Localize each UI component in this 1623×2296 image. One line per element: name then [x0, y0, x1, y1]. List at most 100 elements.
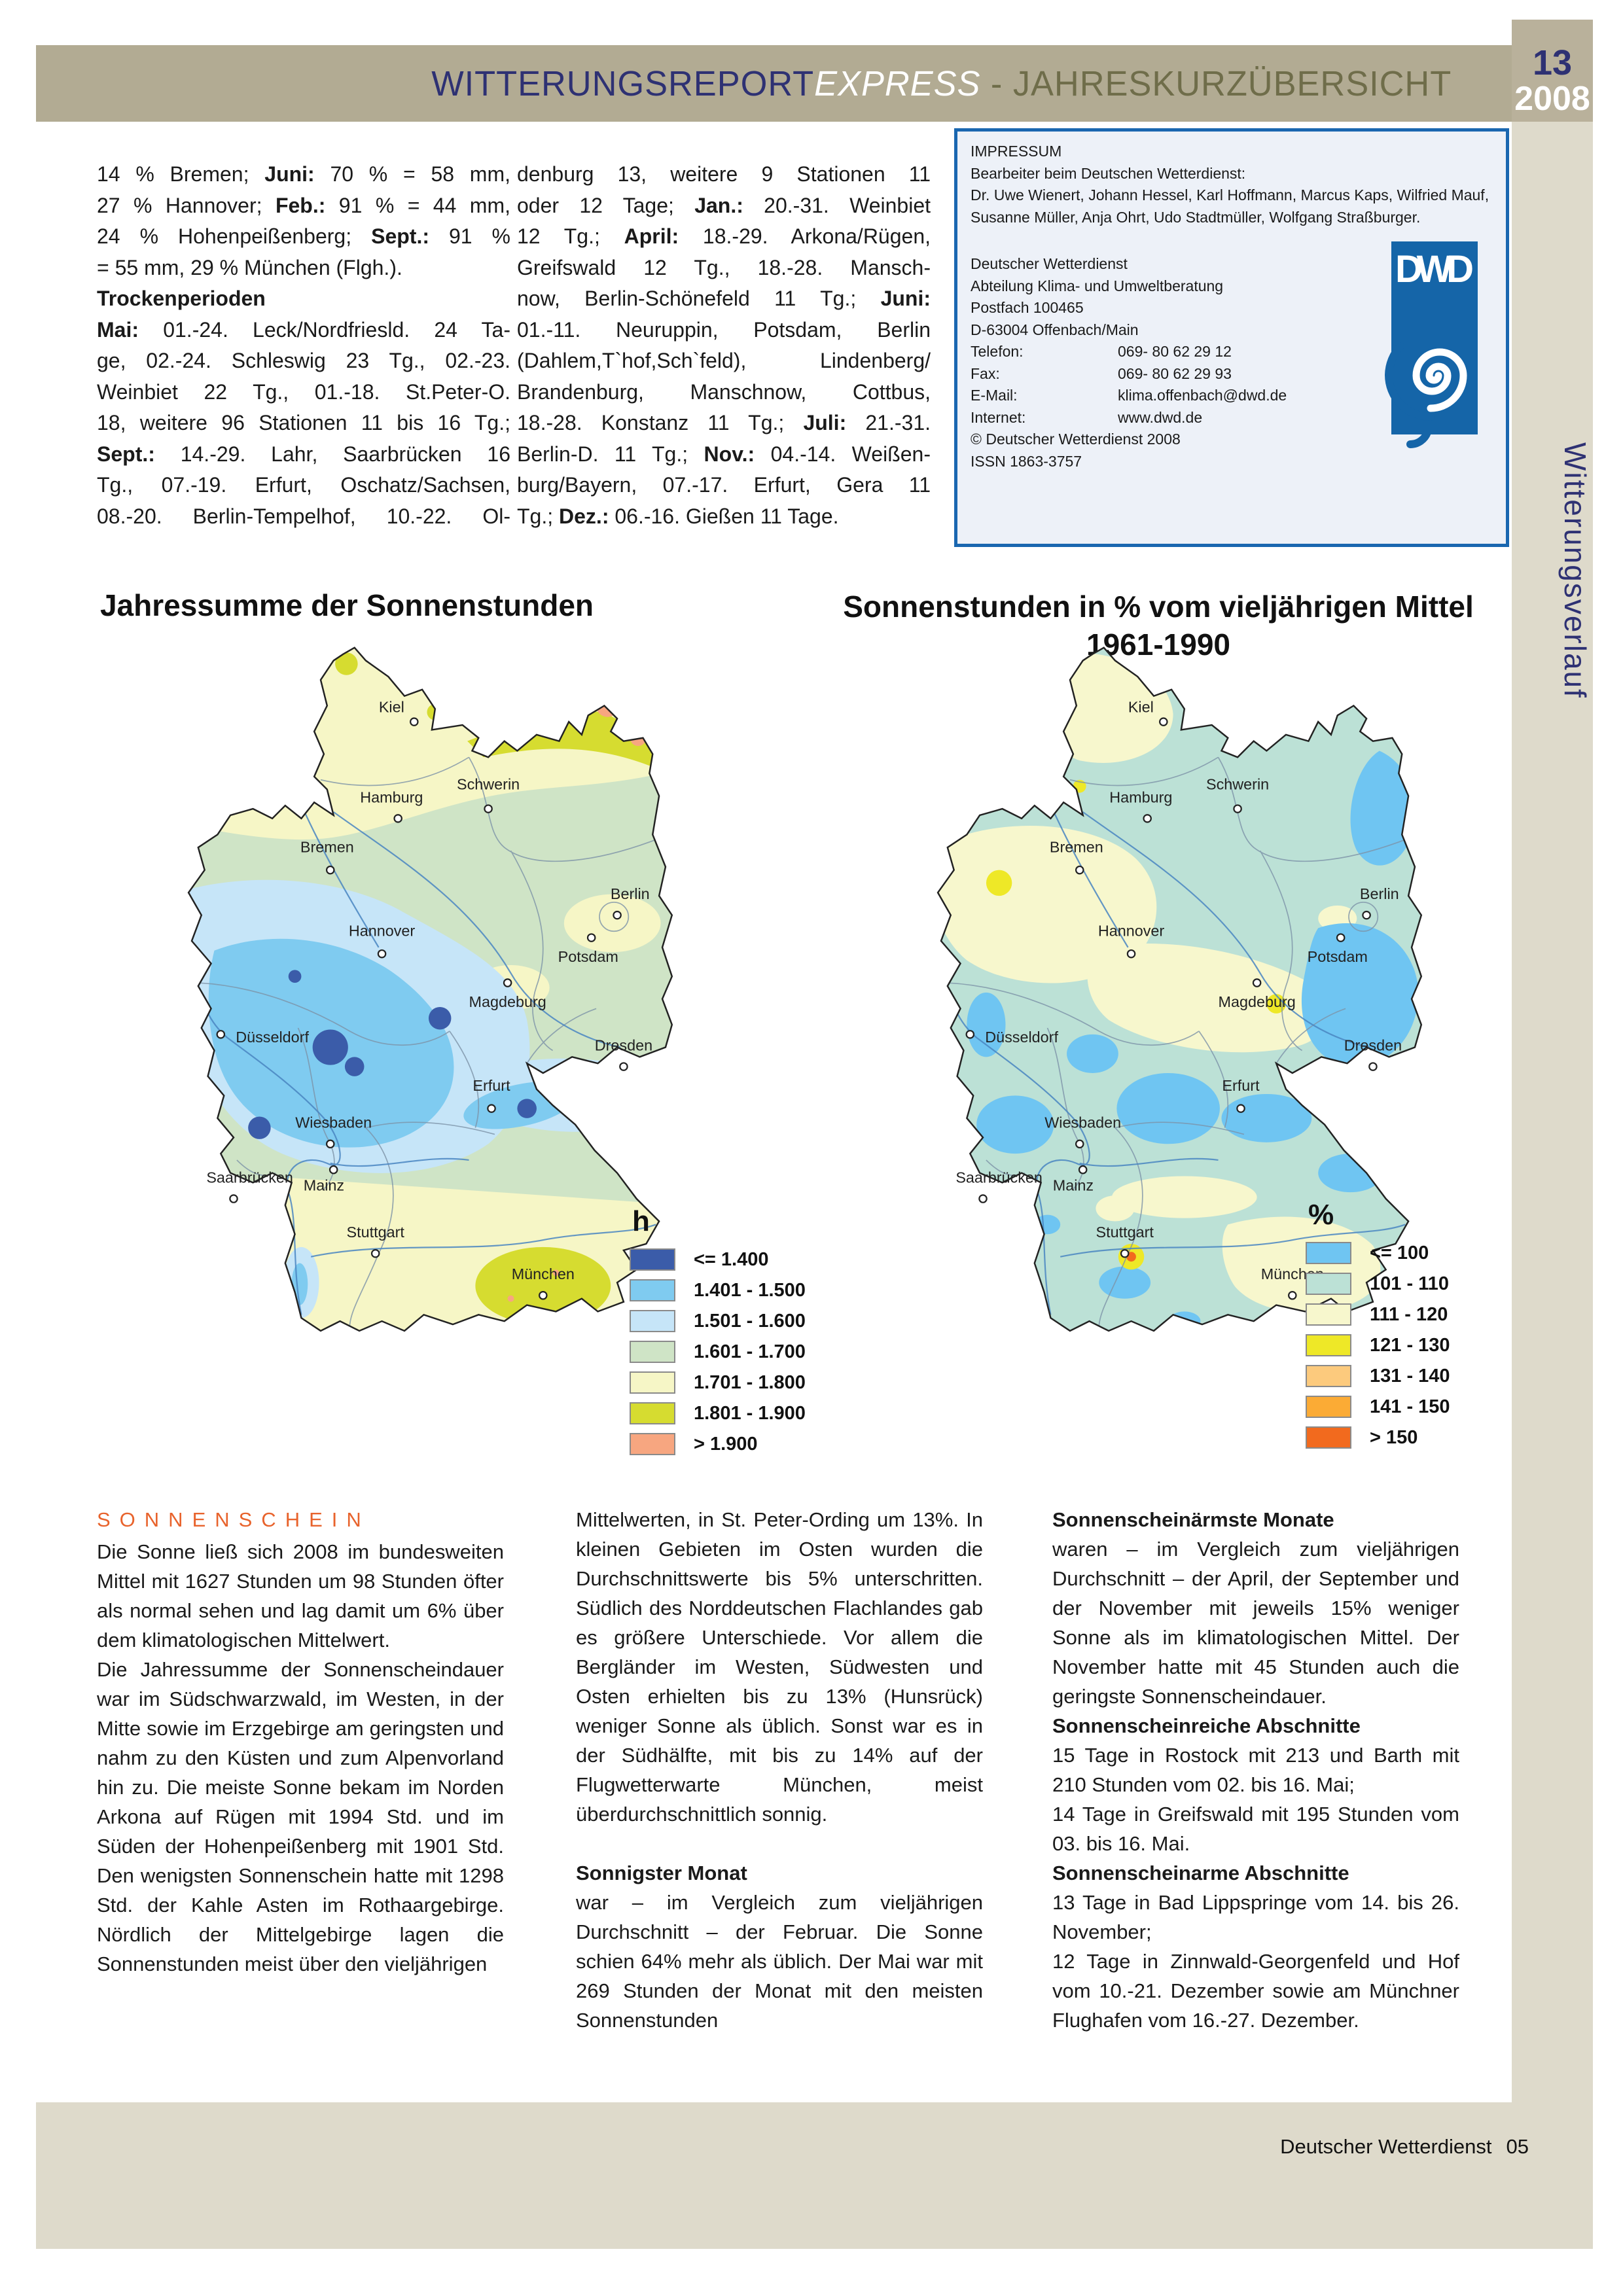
impressum-line: Bearbeiter beim Deutschen Wetterdienst: [971, 164, 1246, 182]
sidebar-strip [1512, 122, 1593, 2249]
city-markers-hours: Kiel Hamburg Schwerin Bremen Hannover Berlin P… [206, 698, 652, 1300]
city-label-Erfurt: Erfurt [1222, 1077, 1260, 1094]
impressum-dept: Abteilung Klima- und Umweltberatung [971, 277, 1224, 294]
text-block-gap [576, 1829, 983, 1858]
city-label-Berlin: Berlin [1360, 885, 1399, 902]
contact-label: Telefon: [971, 343, 1024, 360]
header-bar: WITTERUNGSREPORTEXPRESS - JAHRESKURZÜBER… [36, 45, 1512, 122]
city-label-Hamburg: Hamburg [360, 788, 423, 805]
city-dot-Schwerin [484, 804, 493, 813]
city-label-München: München [512, 1265, 575, 1282]
legend-swatch [630, 1402, 675, 1424]
city-dot-Berlin [613, 910, 622, 920]
legend-label: 121 - 130 [1370, 1334, 1450, 1356]
contact-label: Fax: [971, 364, 1000, 382]
city-dot-Potsdam [586, 933, 596, 942]
contact-row: Telefon: 069- 80 62 29 12 [971, 341, 1506, 363]
city-label-Erfurt: Erfurt [473, 1077, 510, 1094]
dwd-logo: DWD [1329, 241, 1493, 523]
city-dot-Schwerin [1233, 804, 1242, 813]
city-label-Saarbrücken: Saarbrücken [955, 1169, 1043, 1186]
legend-swatch [630, 1371, 675, 1394]
legend-percent-unit: % [1308, 1199, 1334, 1231]
city-dot-Bremen [325, 865, 335, 875]
issue-year: 2008 [1514, 80, 1590, 118]
city-dot-Wiesbaden [1075, 1139, 1084, 1149]
text-line: 18, weitere 96 Stationen 11 bis 16 Tg.; [97, 411, 510, 434]
city-dot-Dresden [1368, 1062, 1378, 1071]
text-line: Brandenburg, Manschnow, Cottbus, [517, 380, 931, 404]
text-line: 12 Tg.; April: 18.-29. Arkona/Rügen, [517, 224, 931, 248]
sunshine-column-3: Sonnenscheinärmste Monate waren – im Verg… [1052, 1505, 1459, 2035]
issue-box: 13 2008 [1512, 20, 1593, 122]
footer-page-number: 05 [1506, 2135, 1529, 2158]
city-label-Magdeburg: Magdeburg [1218, 993, 1295, 1010]
city-dot-Wiesbaden [325, 1139, 335, 1149]
city-label-Wiesbaden: Wiesbaden [1044, 1114, 1121, 1131]
city-label-Hamburg: Hamburg [1109, 788, 1172, 805]
impressum-line: Dr. Uwe Wienert, Johann Hessel, Karl Hof… [971, 186, 1489, 203]
text-line: now, Berlin-Schönefeld 11 Tg.; Juni: [517, 287, 931, 310]
text-block-para: Die Sonne ließ sich 2008 im bundesweiten… [97, 1540, 504, 1651]
impressum-org: Deutscher Wetterdienst [971, 255, 1128, 272]
issue-number: 13 [1532, 43, 1573, 82]
title-part-report: WITTERUNGSREPORT [431, 63, 814, 103]
legend-label: > 150 [1370, 1426, 1418, 1448]
legend-row: <= 1.400 [630, 1248, 806, 1271]
legend-label: 131 - 140 [1370, 1365, 1450, 1386]
text-line: 01.-11. Neuruppin, Potsdam, Berlin [517, 317, 931, 342]
contact-label: Internet: [971, 408, 1026, 426]
intro-column-2: denburg 13, weitere 9 Stationen 11 oder 1… [517, 159, 931, 532]
legend-row: > 150 [1306, 1426, 1450, 1449]
text-line: = 55 mm, 29 % München (Flgh.). [97, 255, 402, 279]
city-label-Mainz: Mainz [1053, 1177, 1094, 1194]
city-dot-Stuttgart [370, 1248, 380, 1258]
city-label-Schwerin: Schwerin [1206, 776, 1269, 793]
text-line: oder 12 Tage; Jan.: 20.-31. Weinbiet [517, 193, 931, 217]
city-dot-Düsseldorf [216, 1030, 226, 1039]
text-line: 24 % Hohenpeißenberg; Sept.: 91 % [97, 224, 511, 248]
city-label-Berlin: Berlin [611, 885, 650, 902]
city-label-Stuttgart: Stuttgart [1096, 1224, 1154, 1241]
city-label-Potsdam: Potsdam [1308, 948, 1368, 965]
contact-value: www.dwd.de [1118, 408, 1203, 426]
dwd-logo-text: DWD [1395, 248, 1474, 291]
sunshine-column-2: Mittelwerten, in St. Peter-Ording um 13%… [576, 1505, 983, 2035]
city-dot-München [539, 1291, 548, 1300]
germany-map-hours-svg: Kiel Hamburg Schwerin Bremen Hannover Berlin P… [187, 646, 673, 1332]
contact-row: Internet: www.dwd.de [971, 407, 1506, 429]
legend-hours-unit: h [632, 1205, 650, 1237]
impressum-title: IMPRESSUM [971, 143, 1062, 160]
text-line: 27 % Hannover; Feb.: 91 % = 44 mm, [97, 193, 511, 217]
text-block-para: 15 Tage in Rostock mit 213 und Barth mit… [1052, 1744, 1459, 1796]
city-dot-Mainz [1078, 1165, 1088, 1174]
legend-row: 121 - 130 [1306, 1334, 1450, 1356]
legend-swatch [1306, 1242, 1351, 1264]
legend-label: 1.401 - 1.500 [694, 1279, 806, 1301]
legend-row: 1.701 - 1.800 [630, 1371, 806, 1394]
city-label-Düsseldorf: Düsseldorf [985, 1029, 1058, 1046]
legend-percent-rows: <= 100 101 - 110 111 - 120 121 - 130 131 - 1… [1306, 1242, 1450, 1449]
city-dot-Mainz [329, 1165, 338, 1174]
text-block-para: Mittelwerten, in St. Peter-Ording um 13%… [576, 1508, 983, 1826]
city-dot-Saarbrücken [978, 1194, 988, 1203]
city-label-Wiesbaden: Wiesbaden [295, 1114, 372, 1131]
footer-publisher: Deutscher Wetterdienst [1280, 2135, 1492, 2158]
text-line: Weinbiet 22 Tg., 01.-18. St.Peter-O. [97, 380, 510, 404]
text-line: (Dahlem,T`hof,Sch`feld), Lindenberg/ [517, 349, 931, 372]
legend-swatch [1306, 1273, 1351, 1295]
title-part-express: EXPRESS [813, 63, 981, 103]
contact-value: klima.offenbach@dwd.de [1118, 387, 1287, 404]
text-block-para: 14 Tage in Greifswald mit 195 Stunden vo… [1052, 1803, 1459, 1855]
city-dot-Magdeburg [1252, 978, 1262, 987]
contact-row: Fax: 069- 80 62 29 93 [971, 363, 1506, 385]
text-block-bold: Sonnigster Monat [576, 1862, 747, 1884]
legend-swatch [630, 1341, 675, 1363]
legend-row: 101 - 110 [1306, 1273, 1450, 1295]
text-line: Tg., 07.-19. Erfurt, Oschatz/Sachsen, [97, 473, 510, 497]
text-block-para: waren – im Vergleich zum vieljährigen Du… [1052, 1538, 1459, 1708]
map-title-right: Sonnenstunden in % vom vieljährigen Mitt… [812, 588, 1505, 663]
city-label-Hannover: Hannover [349, 923, 416, 940]
city-dot-Bremen [1075, 865, 1084, 875]
